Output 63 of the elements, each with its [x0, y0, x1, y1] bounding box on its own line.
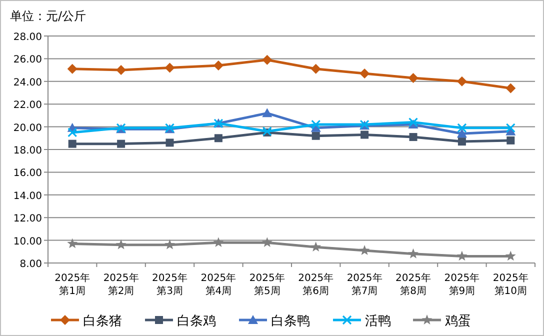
- y-tick-label: 26.00: [13, 54, 42, 66]
- point: [359, 245, 370, 255]
- point: [456, 250, 468, 261]
- legend-label: 白条鸡: [177, 314, 216, 329]
- point: [409, 133, 418, 142]
- point: [408, 248, 418, 258]
- point: [262, 237, 272, 248]
- point: [310, 242, 322, 252]
- y-tick-label: 10.00: [13, 236, 42, 248]
- point: [408, 72, 418, 83]
- legend-label: 活鸭: [365, 314, 391, 329]
- y-axis-title: 单位：元/公斤: [10, 9, 86, 23]
- point: [312, 132, 320, 140]
- point: [408, 117, 418, 128]
- point: [67, 238, 78, 248]
- point: [117, 140, 126, 148]
- y-tick-label: 22.00: [13, 100, 42, 112]
- point: [67, 64, 78, 74]
- point: [116, 65, 126, 76]
- point: [506, 83, 516, 94]
- point: [164, 239, 175, 250]
- y-tick-label: 12.00: [13, 214, 42, 225]
- legend-label: 鸡蛋: [444, 314, 471, 329]
- x-tick-label: 2025年第9周: [444, 272, 480, 297]
- x-tick-label: 2025年第2周: [103, 272, 139, 297]
- x-tick-label: 2025年第5周: [249, 272, 285, 297]
- point: [456, 128, 467, 138]
- x-tick-label: 2025年第8周: [396, 272, 431, 297]
- x-tick-label: 2025年第4周: [200, 272, 236, 297]
- y-tick-label: 20.00: [13, 122, 42, 134]
- point: [213, 237, 224, 248]
- x-tick-label: 2025年第6周: [298, 272, 334, 297]
- point: [458, 138, 466, 146]
- legend-label: 白条猪: [83, 314, 122, 329]
- point: [310, 64, 321, 74]
- point: [506, 123, 516, 133]
- y-tick-label: 8.00: [20, 259, 42, 270]
- point: [360, 68, 370, 78]
- legend-label: 白条鸭: [271, 314, 310, 329]
- point: [164, 62, 175, 73]
- y-tick-label: 24.00: [13, 77, 42, 88]
- x-tick-label: 2025年第1周: [54, 272, 90, 297]
- point: [456, 76, 467, 86]
- point: [68, 128, 78, 138]
- x-tick-label: 2025年第7周: [346, 272, 382, 297]
- point: [68, 140, 76, 148]
- point: [213, 60, 224, 71]
- point: [505, 250, 516, 261]
- point: [457, 123, 467, 133]
- y-tick-label: 28.00: [13, 32, 42, 43]
- y-tick-label: 18.00: [13, 146, 42, 156]
- x-tick-label: 2025年第3周: [152, 272, 188, 297]
- point: [116, 239, 126, 250]
- point: [214, 134, 222, 142]
- point: [166, 138, 174, 147]
- y-tick-label: 16.00: [13, 168, 42, 180]
- point: [262, 108, 272, 118]
- point: [311, 120, 321, 130]
- point: [262, 54, 272, 65]
- x-tick-label: 2025年第10周: [492, 272, 528, 297]
- point: [360, 130, 369, 139]
- point: [506, 136, 515, 144]
- y-tick-label: 14.00: [13, 190, 42, 202]
